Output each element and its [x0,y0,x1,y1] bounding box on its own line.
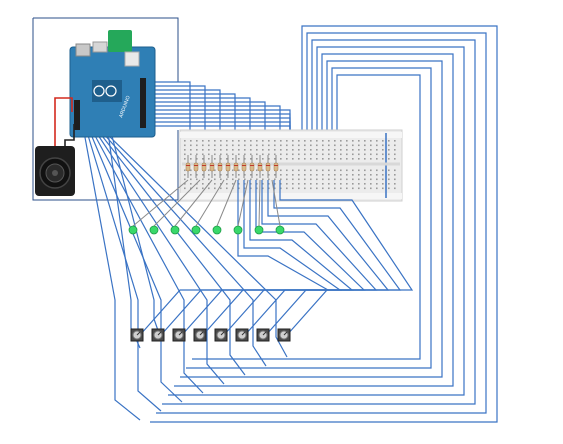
pot-wire [202,180,378,336]
wire-bundle-right [148,25,498,423]
speaker-ground-wire [64,124,75,146]
led [275,225,285,235]
signal-wire [83,131,141,421]
resistor [201,162,207,172]
usb-port [75,43,91,57]
led-lead [174,179,213,227]
pot-wire [243,180,342,336]
led [149,225,159,235]
arduino-board: ARDUINO [69,30,156,138]
led [212,225,222,235]
resistor [233,162,239,172]
led [128,225,138,235]
led-lead [271,179,281,227]
resistor [185,162,191,172]
pot-wire [237,180,331,336]
resistor [273,162,279,172]
signal-wire [95,131,225,385]
header-wire [148,85,206,150]
pot-wire [244,180,354,336]
led-lead [132,179,189,227]
resistor [209,162,215,172]
led-lead [216,179,237,227]
led [254,225,264,235]
loop-wire [174,53,454,387]
speaker [35,146,75,196]
pot-wire [139,180,414,336]
resistor-array [185,155,279,178]
led-lead [258,179,261,227]
pot-wire [223,180,366,336]
loop-wire [168,46,465,396]
led [170,225,180,235]
led-lead [153,179,201,227]
led [191,225,201,235]
signal-wire [89,131,183,403]
loop-wire [150,25,498,423]
breadboard [179,129,403,202]
enclosure-outline [32,17,179,201]
pot-wire [181,180,390,336]
led [233,225,243,235]
power-jack [92,41,108,53]
resistor [225,162,231,172]
speaker-power-wire [54,97,73,146]
resistor [241,162,247,172]
header-wire [148,81,191,150]
potentiometer-array [130,328,291,342]
pot-wire [160,180,402,336]
signal-wire [101,131,267,367]
led-lead [195,179,225,227]
loop-wire [180,60,443,378]
loop-wire [192,74,421,360]
resistor [217,162,223,172]
resistor [249,162,255,172]
signal-wire [86,131,162,412]
loop-wire [186,67,432,369]
loop-wire [162,39,476,405]
signal-wire [104,131,288,358]
wifi-module [108,30,132,52]
resistor [193,162,199,172]
resistor [265,162,271,172]
resistor [257,162,263,172]
loop-wire [156,32,487,414]
led-array [128,179,285,235]
led-lead [237,179,249,227]
